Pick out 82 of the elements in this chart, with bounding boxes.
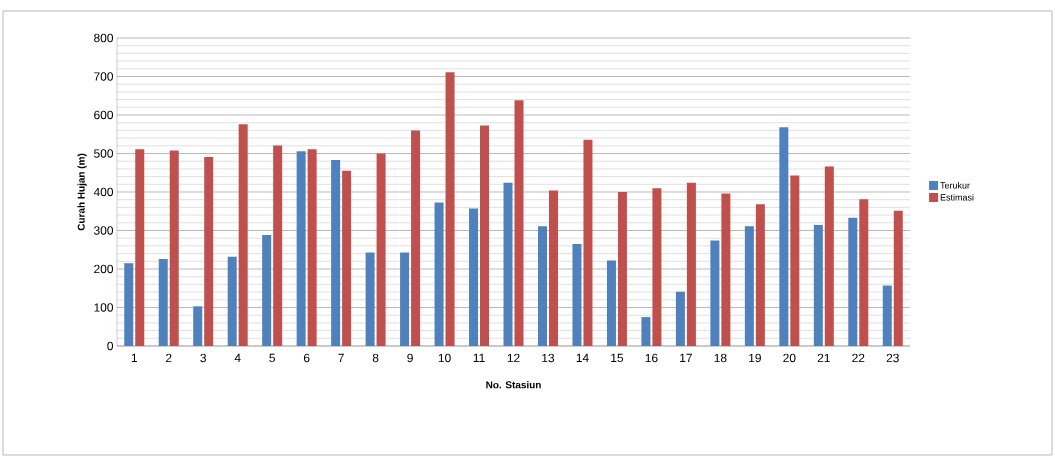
y-tick-label: 800 xyxy=(94,33,114,43)
x-tick-label: 3 xyxy=(200,353,207,363)
legend-label: Terukur xyxy=(940,182,970,189)
bar xyxy=(824,166,834,346)
bar xyxy=(514,100,524,346)
legend-label: Estimasi xyxy=(940,193,974,201)
bar xyxy=(882,285,892,346)
bar xyxy=(893,210,903,346)
bar xyxy=(779,127,789,346)
bar xyxy=(617,191,627,346)
bar xyxy=(686,182,696,346)
x-tick-label: 15 xyxy=(611,353,624,363)
x-tick-label: 9 xyxy=(407,353,413,363)
bar xyxy=(296,151,306,346)
bar xyxy=(307,149,317,346)
x-tick-label: 14 xyxy=(576,353,589,362)
bar xyxy=(859,199,869,346)
bar xyxy=(641,317,651,346)
bar xyxy=(480,125,490,346)
x-tick-label: 8 xyxy=(372,353,379,363)
bar xyxy=(813,225,823,346)
x-tick-label: 17 xyxy=(680,353,692,362)
x-tick-label: 19 xyxy=(749,353,761,363)
bar xyxy=(135,149,145,346)
x-tick-label: 21 xyxy=(817,353,830,363)
x-tick-label: 6 xyxy=(303,353,310,363)
bar xyxy=(744,226,754,346)
bar xyxy=(721,193,731,346)
bar xyxy=(710,240,720,346)
bar xyxy=(848,217,858,346)
x-tick-label: 2 xyxy=(166,353,172,363)
y-tick-label: 0 xyxy=(107,341,114,351)
bar xyxy=(400,252,410,346)
bar xyxy=(537,226,547,346)
bar xyxy=(238,124,248,346)
x-tick-label: 1 xyxy=(131,353,137,362)
y-tick-label: 600 xyxy=(94,110,114,120)
y-tick-label: 500 xyxy=(94,149,114,158)
bar xyxy=(445,72,455,346)
bar xyxy=(572,243,582,346)
bar xyxy=(204,156,214,346)
y-tick-label: 300 xyxy=(94,226,114,235)
x-tick-label: 11 xyxy=(473,353,485,362)
y-tick-label: 700 xyxy=(94,72,114,81)
bar xyxy=(548,190,558,346)
bar xyxy=(227,256,237,346)
bar xyxy=(273,145,283,346)
bar xyxy=(469,208,479,346)
y-tick-label: 400 xyxy=(93,187,114,197)
bar xyxy=(331,160,341,346)
bar xyxy=(583,139,593,346)
bar xyxy=(606,260,616,346)
bar xyxy=(790,175,800,346)
x-tick-label: 23 xyxy=(886,353,899,363)
bar xyxy=(124,263,134,346)
bar xyxy=(503,182,513,346)
bar xyxy=(376,153,386,346)
bar xyxy=(158,258,168,346)
bar xyxy=(675,291,685,346)
bar xyxy=(169,150,179,346)
bar xyxy=(652,188,662,346)
bar xyxy=(342,170,352,346)
x-tick-label: 12 xyxy=(507,353,520,363)
bar xyxy=(755,204,765,346)
x-tick-label: 20 xyxy=(783,353,796,363)
bar xyxy=(193,306,203,346)
x-tick-label: 10 xyxy=(438,353,451,363)
y-tick-label: 200 xyxy=(94,264,114,274)
x-tick-label: 4 xyxy=(234,353,241,362)
bar xyxy=(411,130,421,346)
x-tick-label: 18 xyxy=(714,353,727,363)
x-tick-label: 22 xyxy=(852,353,865,363)
x-axis-title: No. Stasiun xyxy=(486,381,541,389)
y-axis-title: Curah Hujan (m) xyxy=(77,153,87,231)
x-tick-label: 13 xyxy=(542,353,555,363)
x-tick-label: 16 xyxy=(645,353,658,363)
bar xyxy=(365,252,375,346)
y-tick-label: 100 xyxy=(94,303,114,312)
x-tick-label: 5 xyxy=(269,353,275,363)
bar xyxy=(262,235,272,346)
bar xyxy=(434,202,444,346)
x-tick-label: 7 xyxy=(338,353,344,362)
